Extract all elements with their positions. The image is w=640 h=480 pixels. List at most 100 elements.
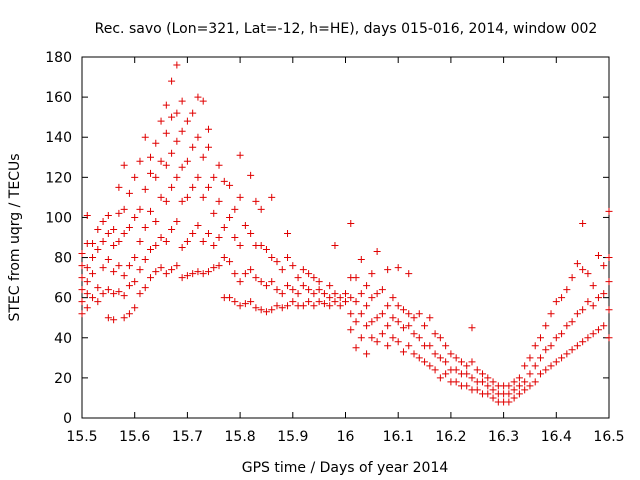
data-point xyxy=(357,334,365,342)
data-point xyxy=(405,342,413,350)
data-point xyxy=(199,193,207,201)
data-point xyxy=(468,358,476,366)
data-point xyxy=(131,173,139,181)
data-point xyxy=(78,298,86,306)
data-point xyxy=(131,304,139,312)
data-point xyxy=(110,225,118,233)
data-point xyxy=(394,338,402,346)
data-point xyxy=(431,366,439,374)
y-tick-label: 0 xyxy=(63,411,72,427)
data-point xyxy=(547,342,555,350)
data-point xyxy=(357,310,365,318)
data-point xyxy=(94,298,102,306)
data-point xyxy=(204,183,212,191)
data-point xyxy=(310,302,318,310)
data-point xyxy=(410,330,418,338)
data-point xyxy=(421,322,429,330)
data-point xyxy=(131,254,139,262)
data-point xyxy=(363,302,371,310)
data-point xyxy=(389,334,397,342)
data-point xyxy=(336,294,344,302)
data-point xyxy=(141,284,149,292)
data-point xyxy=(226,181,234,189)
data-point xyxy=(99,290,107,298)
data-point xyxy=(331,290,339,298)
data-point xyxy=(399,324,407,332)
data-point xyxy=(584,334,592,342)
data-point xyxy=(131,213,139,221)
data-point xyxy=(157,234,165,241)
data-point xyxy=(210,264,218,272)
data-point xyxy=(183,272,191,280)
data-point xyxy=(141,133,149,141)
data-point xyxy=(289,298,297,306)
data-point xyxy=(157,193,165,201)
x-tick-label: 15.5 xyxy=(66,429,97,445)
data-point xyxy=(268,278,276,286)
data-point xyxy=(463,370,471,378)
y-axis-title: STEC from uqrg / TECUs xyxy=(7,153,23,321)
data-point xyxy=(94,246,102,254)
data-point xyxy=(125,282,133,290)
data-point xyxy=(173,137,181,145)
data-point xyxy=(268,306,276,314)
data-point xyxy=(99,264,107,272)
data-point xyxy=(247,229,255,237)
data-point xyxy=(558,294,566,302)
data-point xyxy=(141,223,149,231)
data-point xyxy=(204,125,212,133)
data-point xyxy=(410,314,418,322)
data-point xyxy=(579,306,587,314)
data-point xyxy=(83,304,91,312)
data-point xyxy=(173,262,181,270)
data-point xyxy=(510,394,518,402)
data-point xyxy=(384,266,392,274)
x-tick-label: 16.3 xyxy=(488,429,519,445)
data-point xyxy=(515,390,523,398)
data-point xyxy=(452,378,460,386)
data-point xyxy=(173,173,181,181)
data-point xyxy=(542,346,550,354)
data-point xyxy=(347,219,355,227)
data-point xyxy=(605,278,613,286)
data-point xyxy=(157,264,165,272)
data-point xyxy=(278,304,286,312)
data-point xyxy=(215,234,223,241)
data-point xyxy=(199,97,207,105)
data-point xyxy=(236,302,244,310)
data-point xyxy=(94,225,102,233)
data-point xyxy=(552,334,560,342)
data-point xyxy=(505,382,513,390)
data-point xyxy=(257,205,265,213)
data-point xyxy=(563,350,571,358)
data-point xyxy=(120,161,128,169)
data-point xyxy=(552,298,560,306)
data-point xyxy=(178,163,186,171)
x-tick-label: 16.4 xyxy=(541,429,572,445)
data-point xyxy=(363,282,371,290)
data-point xyxy=(236,193,244,201)
data-point xyxy=(220,223,228,231)
data-point xyxy=(110,242,118,250)
data-point xyxy=(594,252,602,260)
data-point xyxy=(236,278,244,286)
chart-title: Rec. savo (Lon=321, Lat=-12, h=HE), days… xyxy=(95,21,598,37)
data-point xyxy=(526,370,534,378)
data-point xyxy=(305,270,313,278)
data-point xyxy=(226,213,234,221)
data-point xyxy=(104,256,112,264)
data-point xyxy=(384,342,392,350)
data-point xyxy=(94,284,102,292)
data-point xyxy=(99,217,107,225)
data-point xyxy=(89,240,97,248)
data-point xyxy=(331,242,339,250)
data-point xyxy=(168,183,176,191)
data-point xyxy=(368,294,376,302)
data-point xyxy=(183,157,191,165)
data-point xyxy=(363,322,371,330)
data-point xyxy=(147,153,155,161)
data-point xyxy=(305,298,313,306)
data-point xyxy=(378,330,386,338)
data-point xyxy=(536,370,544,378)
data-point xyxy=(473,366,481,374)
